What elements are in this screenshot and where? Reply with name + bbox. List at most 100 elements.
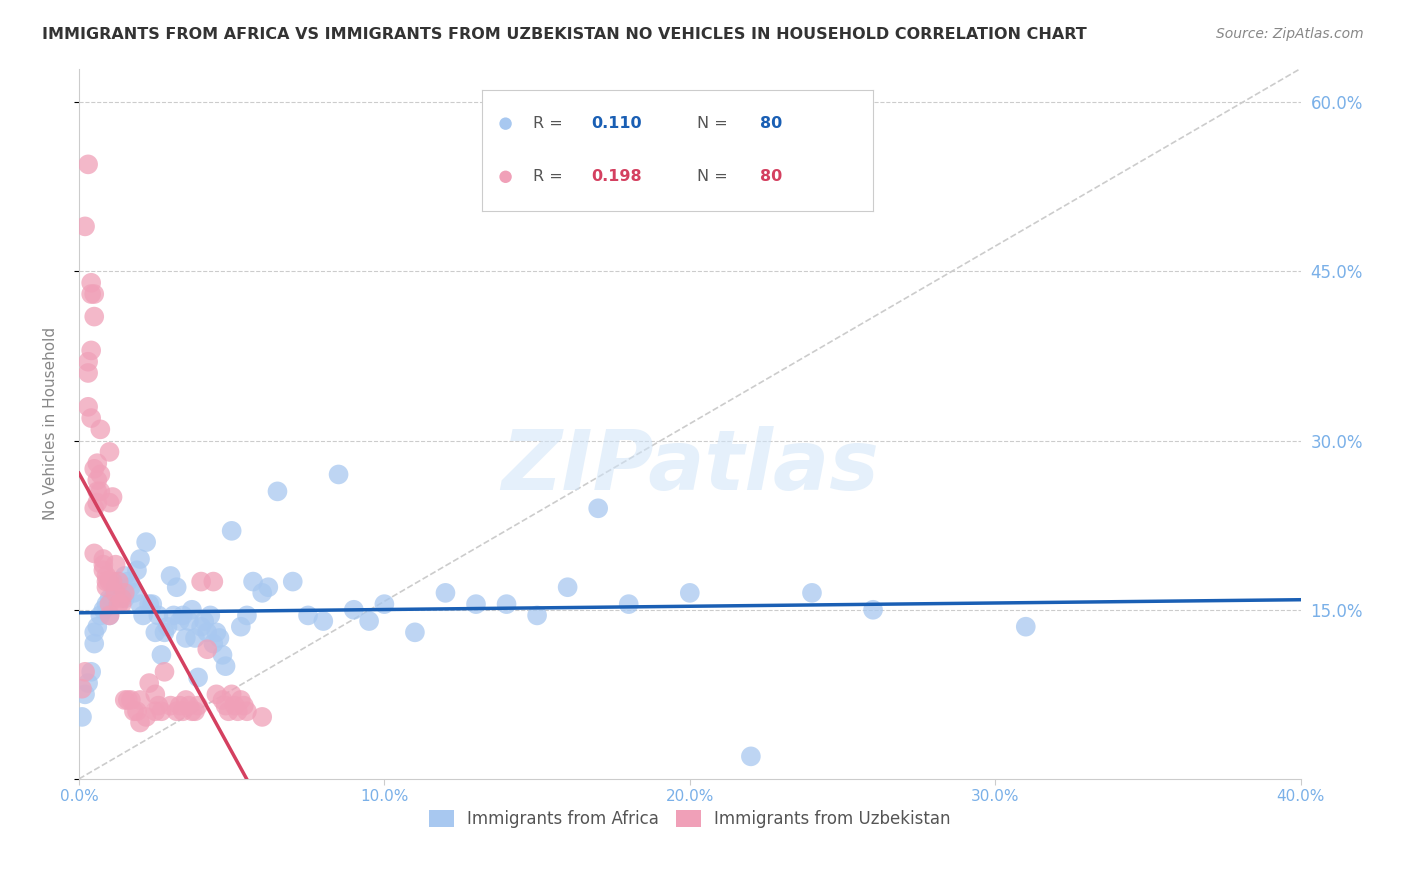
Point <box>98 608 121 623</box>
Point <box>740 749 762 764</box>
Point <box>148 608 170 623</box>
Point <box>70 710 93 724</box>
Point <box>125 704 148 718</box>
Point <box>77 157 100 171</box>
Point <box>148 698 170 713</box>
Point <box>101 490 124 504</box>
Point <box>86 484 108 499</box>
Point <box>1015 620 1038 634</box>
Point <box>80 665 103 679</box>
Point <box>328 467 350 482</box>
Point <box>195 625 218 640</box>
Point <box>96 597 118 611</box>
Point <box>221 687 243 701</box>
Point <box>138 597 160 611</box>
Text: ZIPatlas: ZIPatlas <box>501 425 879 507</box>
Point <box>83 637 105 651</box>
Point <box>373 597 395 611</box>
Point <box>557 580 579 594</box>
Point <box>80 411 103 425</box>
Text: Source: ZipAtlas.com: Source: ZipAtlas.com <box>1216 27 1364 41</box>
Point <box>101 574 124 589</box>
Point <box>226 704 249 718</box>
Point <box>236 608 259 623</box>
Point <box>359 614 381 628</box>
Point <box>343 603 366 617</box>
Point <box>93 558 115 572</box>
Point <box>232 698 254 713</box>
Point <box>141 597 163 611</box>
Point <box>83 501 105 516</box>
Point <box>98 574 121 589</box>
Point <box>83 462 105 476</box>
Point <box>96 580 118 594</box>
Point <box>153 665 176 679</box>
Point <box>135 535 157 549</box>
Text: IMMIGRANTS FROM AFRICA VS IMMIGRANTS FROM UZBEKISTAN NO VEHICLES IN HOUSEHOLD CO: IMMIGRANTS FROM AFRICA VS IMMIGRANTS FRO… <box>42 27 1087 42</box>
Point <box>159 698 181 713</box>
Point <box>187 698 209 713</box>
Point <box>153 625 176 640</box>
Point <box>166 704 188 718</box>
Point <box>257 580 280 594</box>
Point <box>181 603 204 617</box>
Point <box>93 563 115 577</box>
Point <box>679 586 702 600</box>
Point <box>107 574 129 589</box>
Point <box>184 631 207 645</box>
Point <box>83 310 105 324</box>
Point <box>86 496 108 510</box>
Point <box>86 620 108 634</box>
Point <box>86 456 108 470</box>
Point <box>98 591 121 606</box>
Point <box>111 591 134 606</box>
Point <box>86 473 108 487</box>
Point <box>218 704 240 718</box>
Point <box>104 586 127 600</box>
Point <box>193 614 215 628</box>
Point <box>177 614 200 628</box>
Point <box>73 665 96 679</box>
Point <box>242 574 264 589</box>
Point <box>250 586 273 600</box>
Point <box>129 552 152 566</box>
Point <box>114 586 136 600</box>
Point <box>77 400 100 414</box>
Point <box>77 366 100 380</box>
Point <box>150 704 173 718</box>
Point <box>211 693 233 707</box>
Point <box>77 676 100 690</box>
Point <box>172 704 194 718</box>
Point <box>221 524 243 538</box>
Point <box>104 580 127 594</box>
Point <box>211 648 233 662</box>
Point <box>80 276 103 290</box>
Point <box>114 591 136 606</box>
Point <box>143 704 166 718</box>
Point <box>187 670 209 684</box>
Point <box>93 603 115 617</box>
Point <box>70 681 93 696</box>
Point <box>172 608 194 623</box>
Point <box>83 546 105 560</box>
Legend: Immigrants from Africa, Immigrants from Uzbekistan: Immigrants from Africa, Immigrants from … <box>422 803 957 835</box>
Point <box>138 676 160 690</box>
Point <box>98 597 121 611</box>
Point <box>143 625 166 640</box>
Point <box>224 698 246 713</box>
Point <box>129 693 152 707</box>
Point <box>208 631 231 645</box>
Point <box>174 693 197 707</box>
Point <box>98 608 121 623</box>
Point <box>111 586 134 600</box>
Point <box>174 631 197 645</box>
Point <box>281 574 304 589</box>
Point <box>125 563 148 577</box>
Point <box>159 569 181 583</box>
Point <box>80 287 103 301</box>
Point <box>73 687 96 701</box>
Point <box>266 484 288 499</box>
Point <box>101 591 124 606</box>
Point <box>586 501 609 516</box>
Point <box>162 608 184 623</box>
